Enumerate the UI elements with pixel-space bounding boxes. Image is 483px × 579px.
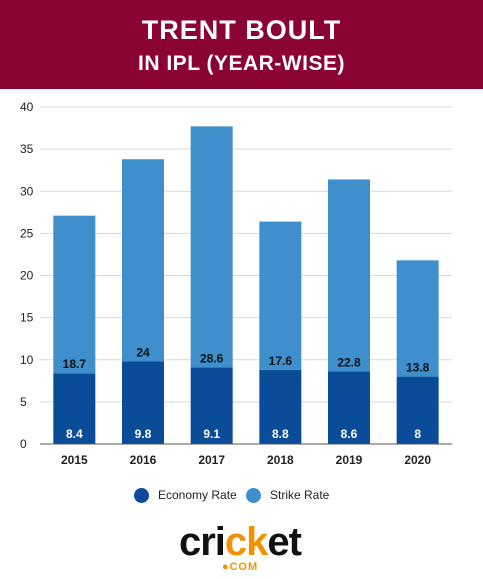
data-label-economy-2016: 9.8 xyxy=(135,427,152,441)
y-tick-label-20: 20 xyxy=(20,269,34,283)
y-tick-label-10: 10 xyxy=(20,353,34,367)
data-label-strike-2019: 22.8 xyxy=(337,356,361,370)
logo-part-et: et xyxy=(267,520,302,564)
x-tick-label-2018: 2018 xyxy=(267,453,294,467)
bar-economy-2017 xyxy=(190,367,233,444)
data-label-economy-2015: 8.4 xyxy=(66,427,83,441)
x-tick-label-2016: 2016 xyxy=(130,453,157,467)
logo-wordmark: cricket xyxy=(150,520,330,564)
y-tick-label-0: 0 xyxy=(20,437,27,451)
cricket-com-logo: cricket ●COM xyxy=(150,520,330,575)
data-label-economy-2017: 9.1 xyxy=(203,427,220,441)
bar-strike-2018 xyxy=(259,221,302,370)
data-label-strike-2016: 24 xyxy=(136,345,150,359)
bar-economy-2018 xyxy=(259,369,302,444)
chart-legend: Economy Rate Strike Rate xyxy=(0,486,483,506)
y-tick-label-30: 30 xyxy=(20,184,34,198)
stacked-bar-chart: 0 5 10 15 20 25 30 35 40 8.4 18.7 2015 9.8 24 2016 9.1 2… xyxy=(20,100,452,467)
legend-swatch-strike-rate xyxy=(246,488,261,503)
data-label-strike-2018: 17.6 xyxy=(269,354,293,368)
y-tick-label-15: 15 xyxy=(20,311,34,325)
x-tick-label-2020: 2020 xyxy=(404,453,431,467)
data-label-strike-2015: 18.7 xyxy=(63,357,87,371)
bar-strike-2016 xyxy=(122,159,164,362)
data-label-strike-2017: 28.6 xyxy=(200,351,224,365)
bar-economy-2015 xyxy=(53,373,96,444)
x-tick-label-2019: 2019 xyxy=(336,453,363,467)
x-tick-label-2017: 2017 xyxy=(198,453,225,467)
y-tick-label-40: 40 xyxy=(20,100,34,114)
y-tick-label-25: 25 xyxy=(20,226,34,240)
chart-header: TRENT BOULT IN IPL (YEAR-WISE) xyxy=(0,0,483,89)
y-tick-label-35: 35 xyxy=(20,142,34,156)
bar-strike-2017 xyxy=(190,126,233,368)
legend-label-economy-rate: Economy Rate xyxy=(158,488,237,502)
data-label-strike-2020: 13.8 xyxy=(406,361,430,375)
data-label-economy-2019: 8.6 xyxy=(341,427,358,441)
legend-swatch-economy-rate xyxy=(134,488,149,503)
logo-part-i: i xyxy=(214,520,226,564)
data-label-economy-2020: 8 xyxy=(414,427,421,441)
bar-strike-2019 xyxy=(328,179,370,372)
chart-subtitle: IN IPL (YEAR-WISE) xyxy=(138,52,345,75)
bar-strike-2020 xyxy=(396,260,439,377)
logo-part-cr: cr xyxy=(178,520,216,564)
bar-economy-2019 xyxy=(328,371,370,444)
bar-economy-2020 xyxy=(396,376,439,444)
logo-part-ck: ck xyxy=(224,520,268,564)
legend-label-strike-rate: Strike Rate xyxy=(270,488,330,502)
bar-economy-2016 xyxy=(122,361,164,444)
x-tick-label-2015: 2015 xyxy=(61,453,88,467)
data-label-economy-2018: 8.8 xyxy=(272,427,289,441)
y-tick-label-5: 5 xyxy=(20,395,27,409)
logo-com: ●COM xyxy=(221,561,259,573)
chart-title: TRENT BOULT xyxy=(141,15,342,45)
bar-strike-2015 xyxy=(53,215,96,374)
